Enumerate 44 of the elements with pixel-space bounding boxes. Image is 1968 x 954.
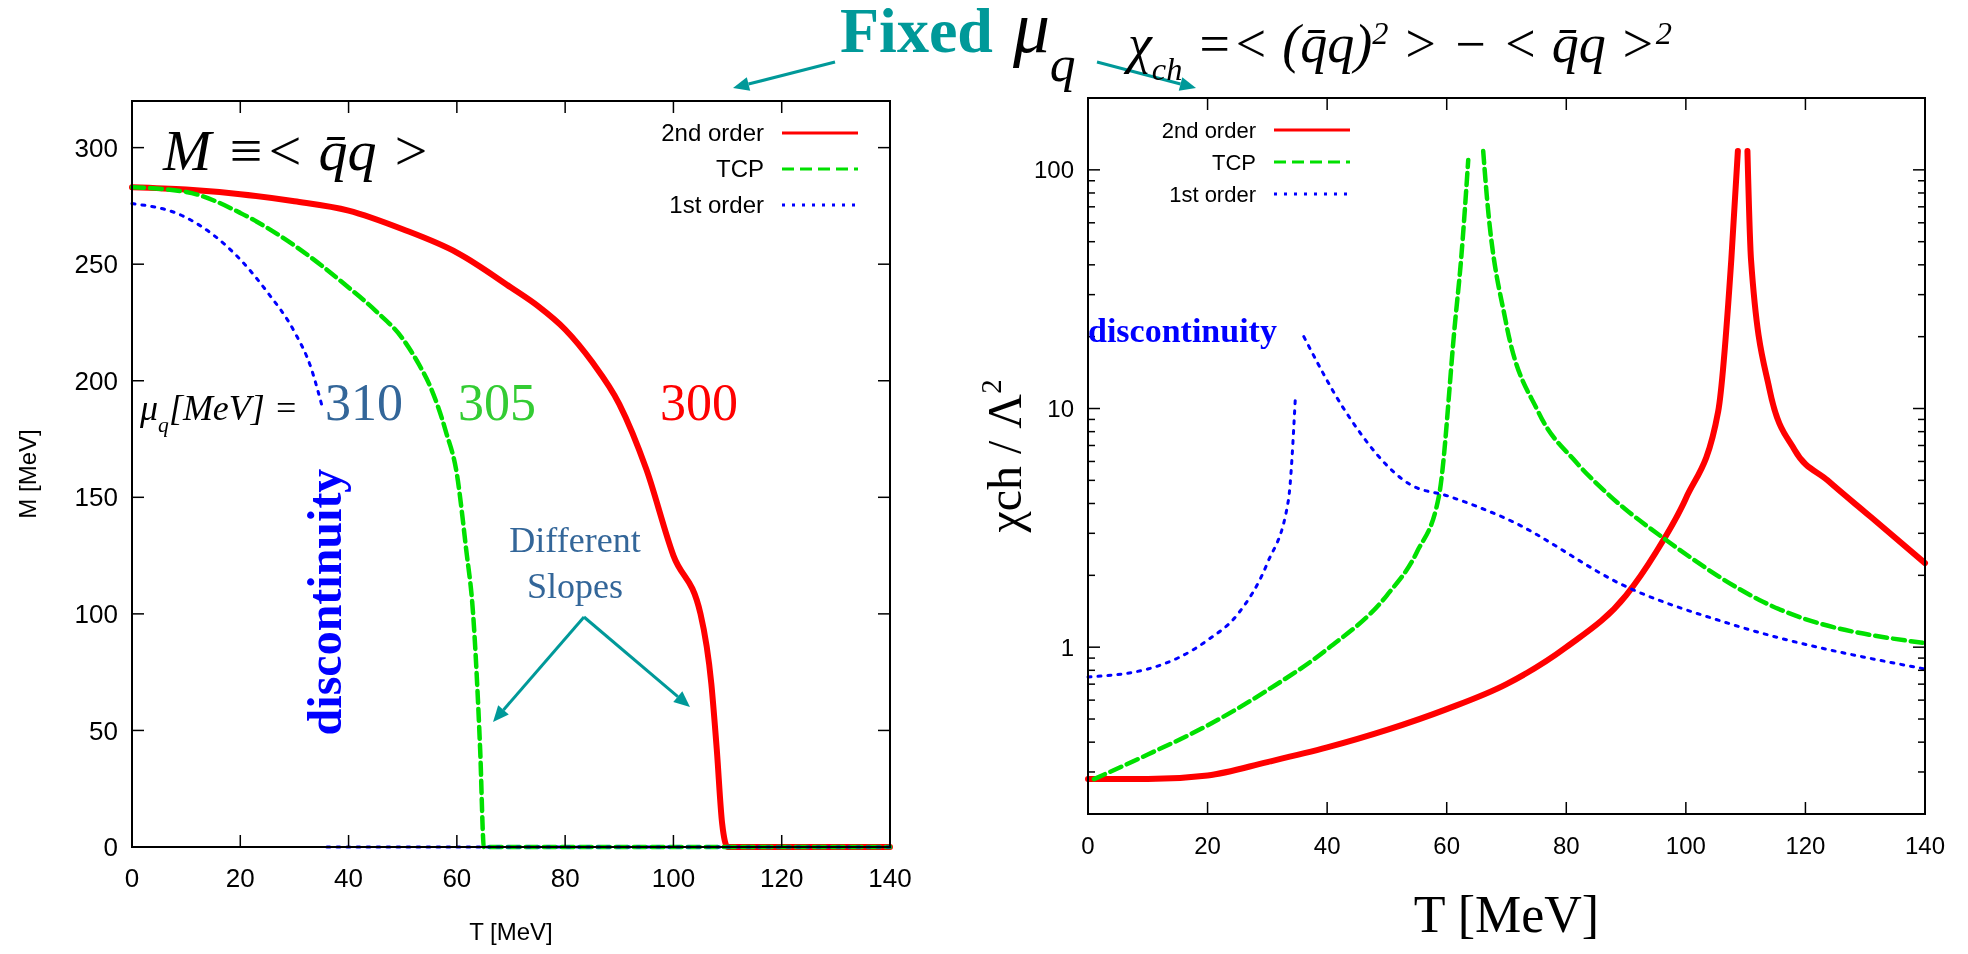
x-tick-label: 80 (550, 863, 580, 893)
y-tick-label: 10 (1047, 394, 1074, 422)
legend-label: TCP (1212, 149, 1256, 175)
annotation: Different Slopes (509, 520, 641, 606)
y-tick-label: 1 (1060, 633, 1074, 661)
y-tick-label: 50 (89, 715, 118, 746)
annotation: discontinuity (298, 468, 352, 736)
y-tick-label: 100 (74, 598, 118, 629)
legend-label: 1st order (1169, 181, 1256, 207)
annotation: 300 (660, 374, 738, 431)
annotation: M ≡< q̄q > (162, 118, 431, 183)
legend-label: 2nd order (1161, 117, 1256, 143)
x-tick-label: 100 (651, 863, 696, 893)
annotation: discontinuity (1088, 312, 1277, 349)
x-axis-title: T [MeV] (469, 918, 553, 945)
y-tick-label: 100 (1033, 156, 1074, 184)
x-tick-label: 120 (1785, 832, 1826, 859)
x-tick-label: 80 (1552, 832, 1580, 859)
y-tick-label: 200 (74, 365, 118, 396)
x-tick-label: 100 (1665, 832, 1706, 859)
x-tick-label: 60 (442, 863, 472, 893)
annotation: 305 (458, 374, 536, 431)
x-tick-label: 20 (225, 863, 255, 893)
chart-title: χ$_{ch}$ =< (q̄q)$^{2}$ > − < q̄q >$^{2}$ (1123, 14, 1672, 87)
annotation: 310 (325, 374, 403, 431)
legend-label: TCP (716, 155, 764, 183)
y-tick-label: 150 (74, 482, 118, 513)
x-tick-label: 60 (1433, 832, 1461, 859)
legend-label: 1st order (669, 191, 764, 219)
x-tick-label: 0 (1081, 832, 1095, 859)
x-axis-title: T [MeV] (1413, 886, 1600, 943)
x-tick-label: 40 (1313, 832, 1341, 859)
x-tick-label: 0 (124, 863, 140, 893)
x-tick-label: 140 (1904, 832, 1946, 859)
legend-label: 2nd order (661, 119, 764, 147)
x-tick-label: 40 (334, 863, 364, 893)
annotation: μ$_{q}$[MeV] = (139, 388, 299, 437)
y-tick-label: 300 (74, 132, 118, 163)
y-tick-label: 250 (74, 249, 118, 280)
y-axis-title: M [MeV] (14, 429, 42, 519)
x-tick-label: 120 (760, 863, 804, 893)
x-tick-label: 20 (1194, 832, 1221, 859)
x-tick-label: 140 (868, 863, 912, 893)
text: Fixed μ$_{q}$ (840, 0, 1076, 92)
